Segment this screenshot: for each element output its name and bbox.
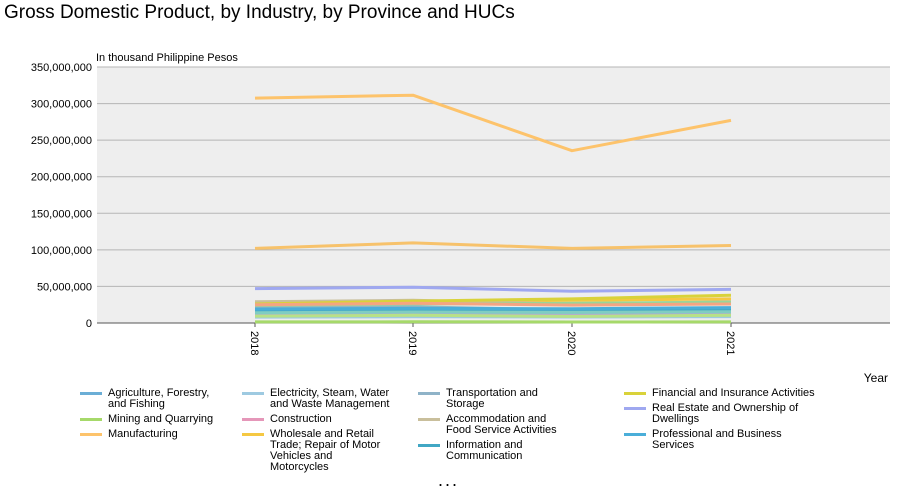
legend-swatch [624, 407, 646, 410]
series-line[interactable] [254, 306, 732, 311]
legend-label: Wholesale and Retail Trade; Repair of Mo… [270, 428, 381, 473]
y-tick-label: 50,000,000 [37, 281, 92, 293]
y-tick-label: 150,000,000 [31, 208, 92, 220]
legend-swatch [624, 433, 646, 436]
legend-label: Electricity, Steam, Water and Waste Mana… [270, 387, 390, 410]
legend-swatch [242, 418, 264, 421]
series-line[interactable] [254, 93, 732, 153]
legend: Agriculture, Forestry, and Fishing Mining… [78, 388, 838, 476]
y-tick-label: 200,000,000 [31, 172, 92, 184]
legend-swatch [242, 392, 264, 395]
x-axis-title: Year [863, 371, 888, 385]
legend-label: Information and Communication [446, 439, 523, 462]
legend-label: Accommodation and Food Service Activitie… [446, 413, 557, 436]
series-line[interactable] [254, 310, 732, 315]
y-tick-label: 350,000,000 [31, 62, 92, 74]
legend-label: Agriculture, Forestry, and Fishing [108, 387, 210, 410]
legend-swatch [80, 418, 102, 421]
legend-swatch [418, 418, 440, 421]
series-line[interactable] [254, 313, 732, 318]
series-lines [254, 93, 732, 324]
y-tick-label: 300,000,000 [31, 99, 92, 111]
legend-column: Agriculture, Forestry, and Fishing Mining… [78, 388, 228, 444]
legend-item[interactable]: Professional and Business Services [622, 429, 822, 451]
y-tick-label: 0 [86, 318, 92, 330]
series-line[interactable] [254, 241, 732, 250]
x-tick-label: 2021 [724, 331, 736, 355]
y-axis-ticks: 0 50,000,000 100,000,000 150,000,000 200,000… [31, 62, 92, 330]
legend-item[interactable]: Agriculture, Forestry, and Fishing [78, 388, 228, 410]
line-chart: 0 50,000,000 100,000,000 150,000,000 200,000… [31, 62, 890, 355]
legend-item[interactable]: Construction [240, 414, 390, 425]
legend-item[interactable]: Mining and Quarrying [78, 414, 228, 425]
series-line[interactable] [254, 285, 732, 293]
legend-more-indicator[interactable]: ... [438, 470, 460, 490]
legend-label: Real Estate and Ownership of Dwellings [652, 402, 799, 425]
legend-item[interactable]: Financial and Insurance Activities [622, 388, 822, 399]
x-tick-label: 2020 [565, 331, 577, 355]
series-line[interactable] [254, 301, 732, 307]
legend-swatch [418, 392, 440, 395]
legend-column: Financial and Insurance Activities Real E… [622, 388, 822, 455]
legend-column: Transportation and Storage Accommodation … [416, 388, 566, 466]
legend-swatch [624, 392, 646, 395]
x-tick-label: 2018 [248, 331, 260, 355]
x-axis-ticks: 2018 2019 2020 2021 [248, 323, 736, 355]
y-tick-label: 100,000,000 [31, 245, 92, 257]
x-tick-label: 2019 [406, 331, 418, 355]
legend-item[interactable]: Transportation and Storage [416, 388, 566, 410]
legend-label: Construction [270, 413, 332, 425]
legend-item[interactable]: Information and Communication [416, 440, 566, 462]
legend-swatch [80, 433, 102, 436]
legend-label: Professional and Business Services [652, 428, 782, 451]
legend-label: Financial and Insurance Activities [652, 387, 815, 399]
y-axis-unit-label: In thousand Philippine Pesos [96, 52, 238, 64]
legend-item[interactable]: Manufacturing [78, 429, 228, 440]
legend-label: Manufacturing [108, 428, 178, 440]
legend-item[interactable]: Electricity, Steam, Water and Waste Mana… [240, 388, 390, 410]
legend-swatch [242, 433, 264, 436]
legend-item[interactable]: Accommodation and Food Service Activitie… [416, 414, 566, 436]
y-tick-label: 250,000,000 [31, 135, 92, 147]
legend-item[interactable]: Real Estate and Ownership of Dwellings [622, 403, 822, 425]
legend-item[interactable]: Wholesale and Retail Trade; Repair of Mo… [240, 429, 390, 473]
legend-label: Transportation and Storage [446, 387, 538, 410]
legend-label: Mining and Quarrying [108, 413, 214, 425]
legend-swatch [80, 392, 102, 395]
gridlines [97, 66, 890, 324]
plot-area [97, 67, 890, 323]
chart-title: Gross Domestic Product, by Industry, by … [4, 2, 515, 23]
legend-swatch [418, 444, 440, 447]
legend-column: Electricity, Steam, Water and Waste Mana… [240, 388, 390, 477]
